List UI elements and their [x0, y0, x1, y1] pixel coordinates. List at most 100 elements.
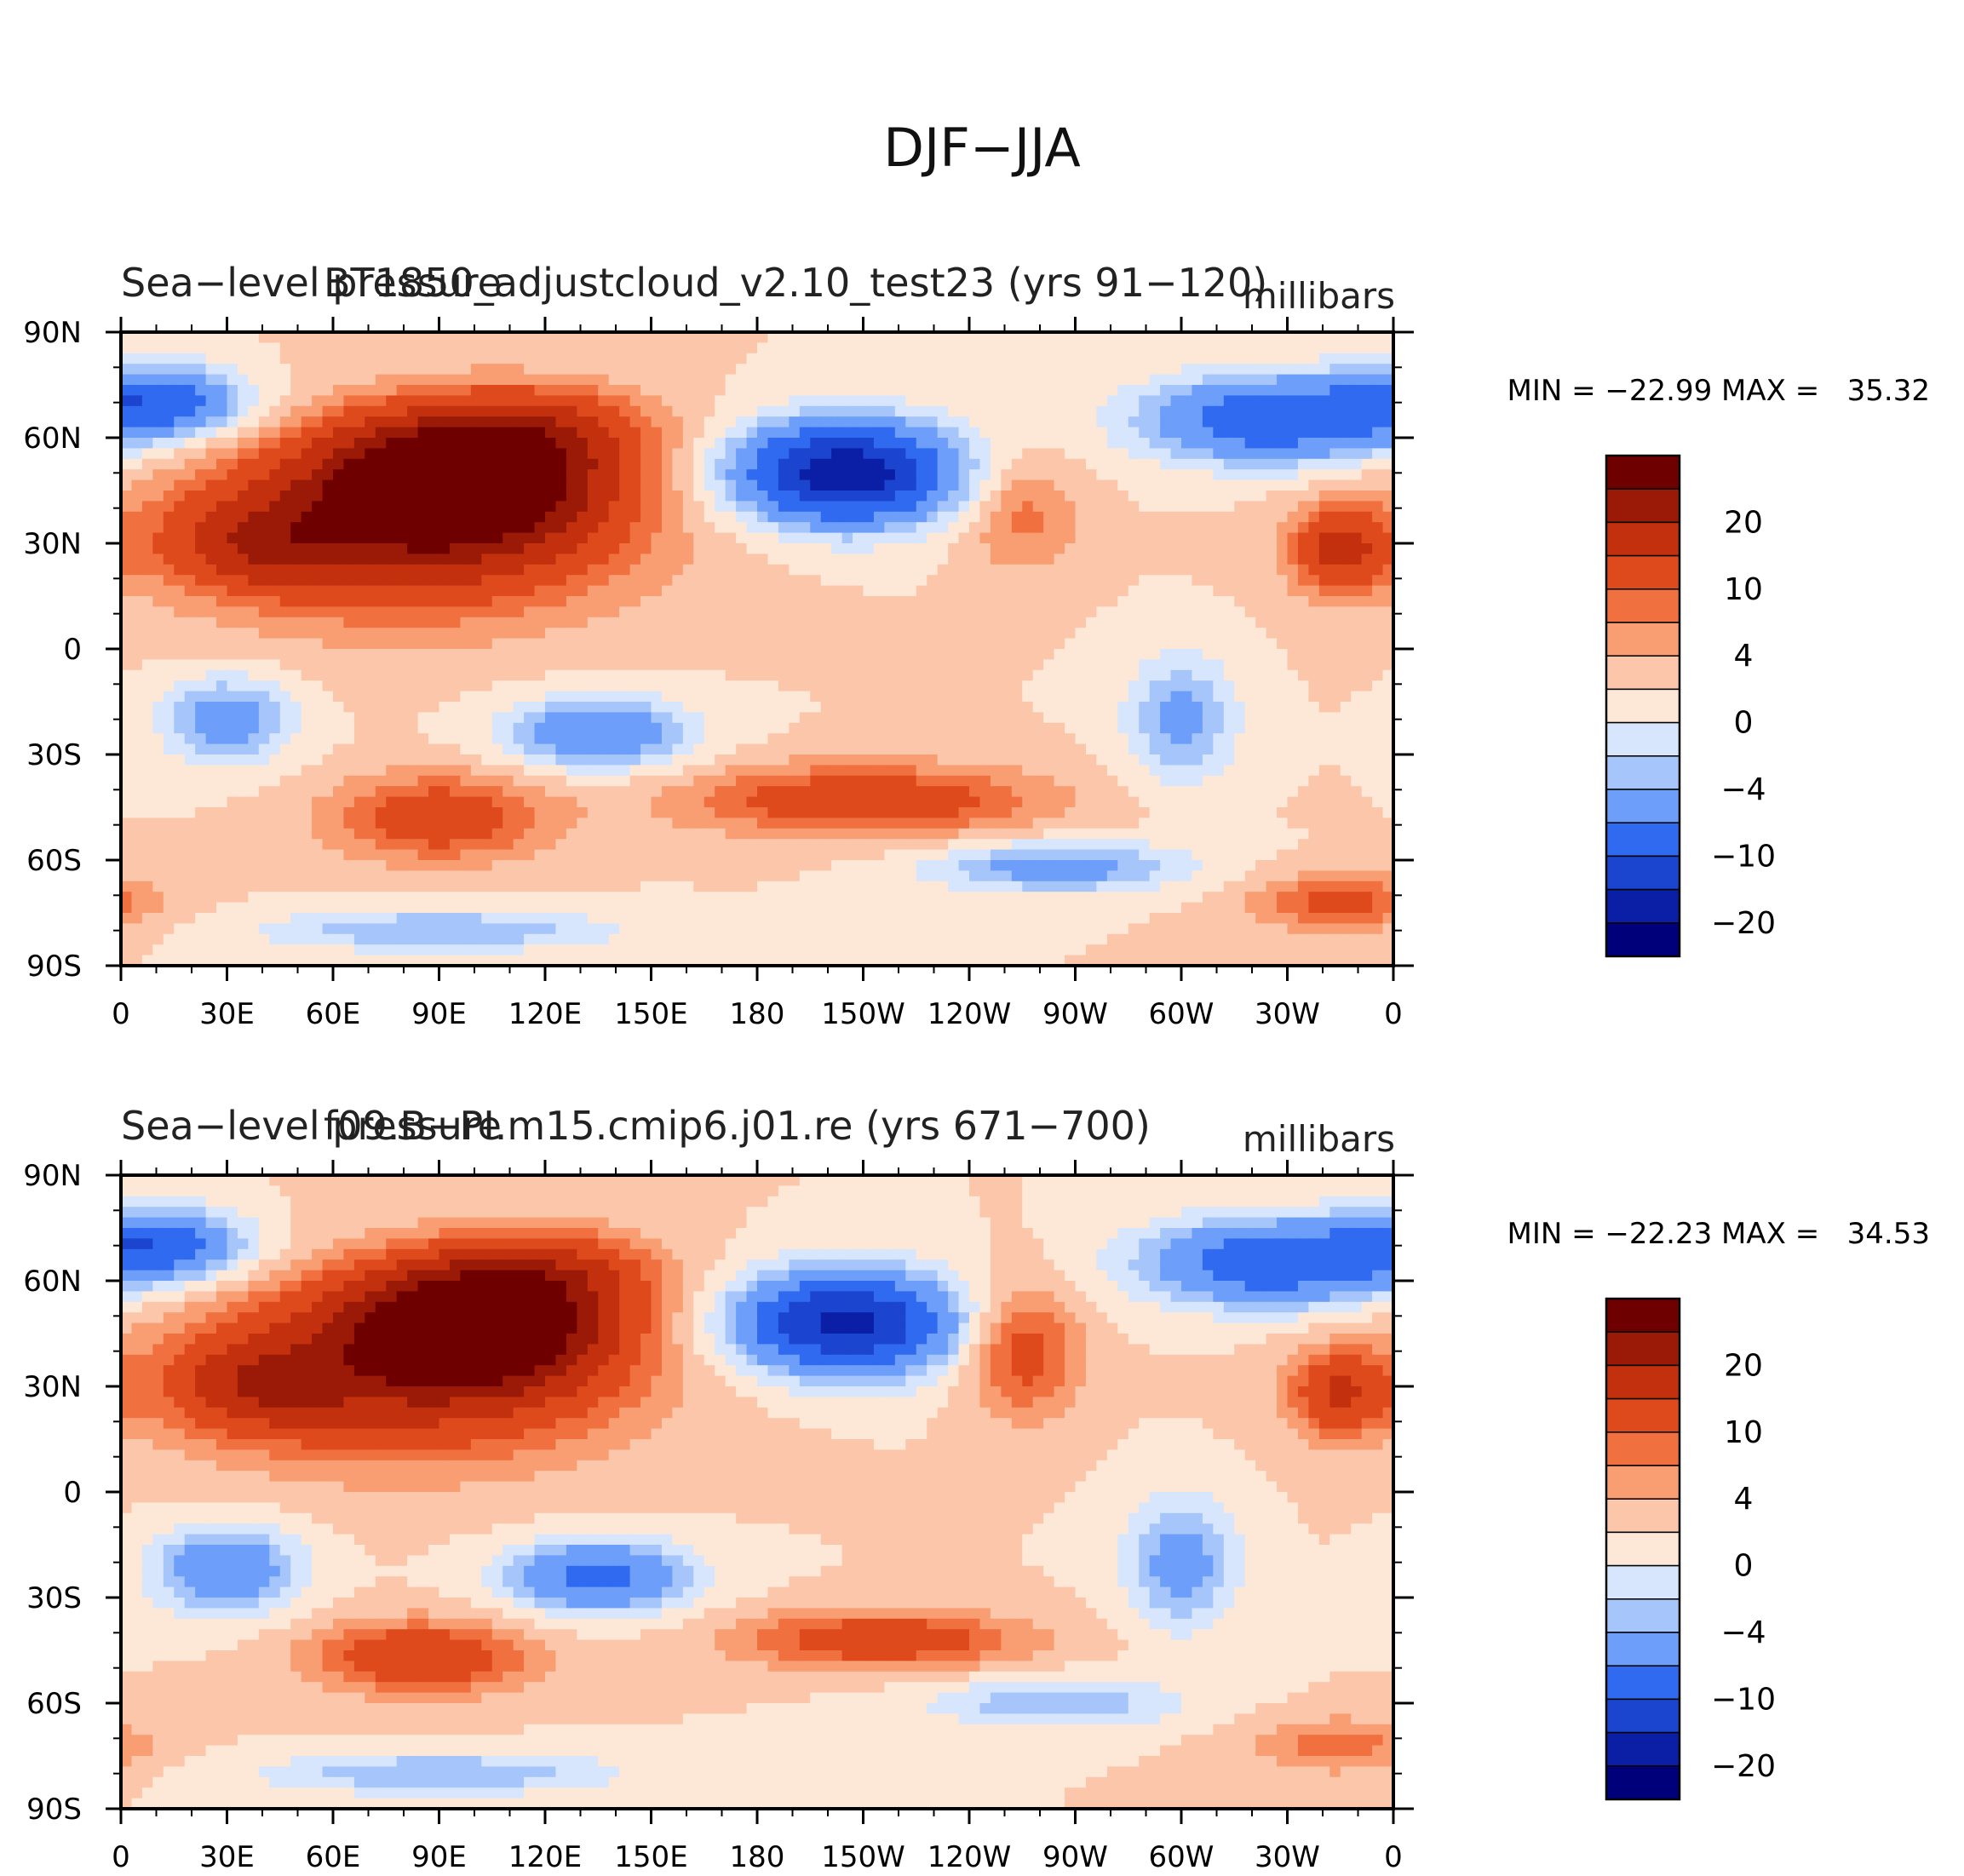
field-cell [799, 458, 811, 470]
field-cell [1340, 395, 1352, 407]
field-cell [1085, 606, 1097, 618]
field-cell [1308, 564, 1320, 576]
field-cell [481, 364, 493, 376]
field-cell [767, 575, 779, 587]
field-cell [598, 554, 610, 565]
field-cell [121, 458, 133, 470]
field-cell [513, 543, 525, 554]
field-cell [1202, 733, 1214, 745]
field-cell [1075, 448, 1087, 460]
field-cell [1329, 617, 1341, 628]
field-cell [916, 733, 927, 745]
field-cell [566, 702, 577, 713]
field-cell [1054, 532, 1065, 544]
field-cell [1297, 575, 1309, 587]
field-cell [853, 374, 864, 386]
field-cell [152, 543, 164, 554]
field-cell [491, 438, 503, 449]
field-cell [1308, 585, 1320, 597]
field-cell [810, 712, 822, 724]
field-cell [258, 712, 270, 724]
field-cell [131, 458, 143, 470]
field-cell [767, 649, 779, 660]
field-cell [555, 469, 567, 481]
field-cell [1075, 691, 1087, 703]
field-cell [279, 501, 291, 513]
field-cell [269, 606, 281, 618]
field-cell [248, 364, 260, 376]
field-cell [841, 522, 853, 534]
field-cell [195, 364, 207, 376]
field-cell [1308, 405, 1320, 417]
field-cell [258, 353, 270, 364]
field-cell [269, 427, 281, 439]
field-cell [841, 554, 853, 565]
field-cell [661, 712, 673, 724]
field-cell [481, 712, 493, 724]
field-cell [703, 491, 715, 502]
field-cell [746, 564, 758, 576]
field-cell [1075, 638, 1087, 650]
field-cell [141, 680, 153, 692]
field-cell [353, 712, 365, 724]
field-cell [491, 353, 503, 364]
field-cell [746, 722, 758, 734]
field-cell [651, 638, 663, 650]
field-cell [1054, 722, 1065, 734]
field-cell [141, 416, 153, 428]
field-cell [853, 691, 864, 703]
field-cell [1117, 585, 1129, 597]
field-cell [958, 479, 970, 491]
field-cell [884, 702, 896, 713]
field-cell [396, 364, 408, 376]
field-cell [375, 669, 387, 681]
field-cell [343, 332, 355, 343]
field-cell [1106, 395, 1118, 407]
field-cell [979, 575, 991, 587]
field-cell [502, 617, 514, 628]
field-cell [227, 342, 238, 354]
field-cell [1277, 659, 1289, 671]
field-cell [1255, 416, 1267, 428]
field-cell [386, 395, 398, 407]
field-cell [534, 469, 546, 481]
field-cell [853, 722, 864, 734]
field-cell [587, 733, 599, 745]
field-cell [1065, 438, 1077, 449]
field-cell [853, 628, 864, 640]
field-cell [545, 427, 557, 439]
field-cell [736, 596, 748, 607]
field-cell [831, 342, 843, 354]
field-cell [417, 564, 429, 576]
field-cell [767, 522, 779, 534]
field-cell [1192, 427, 1203, 439]
field-cell [1372, 353, 1384, 364]
field-cell [205, 638, 217, 650]
field-cell [1106, 342, 1118, 354]
field-cell [375, 438, 387, 449]
field-cell [184, 353, 196, 364]
field-cell [216, 712, 228, 724]
field-cell [439, 374, 451, 386]
field-cell [715, 659, 726, 671]
field-cell [1361, 427, 1373, 439]
field-cell [757, 491, 769, 502]
field-cell [439, 564, 451, 576]
field-cell [237, 405, 249, 417]
field-cell [449, 448, 461, 460]
field-cell [375, 427, 387, 439]
field-cell [428, 511, 440, 523]
field-cell [715, 691, 726, 703]
field-cell [248, 395, 260, 407]
field-cell [619, 448, 631, 460]
field-cell [407, 532, 419, 544]
field-cell [1351, 522, 1363, 534]
field-cell [1170, 374, 1182, 386]
field-cell [969, 606, 981, 618]
field-cell [884, 617, 896, 628]
field-cell [301, 543, 313, 554]
field-cell [1382, 511, 1393, 523]
field-cell [163, 438, 175, 449]
field-cell [1351, 628, 1363, 640]
field-cell [1106, 501, 1118, 513]
